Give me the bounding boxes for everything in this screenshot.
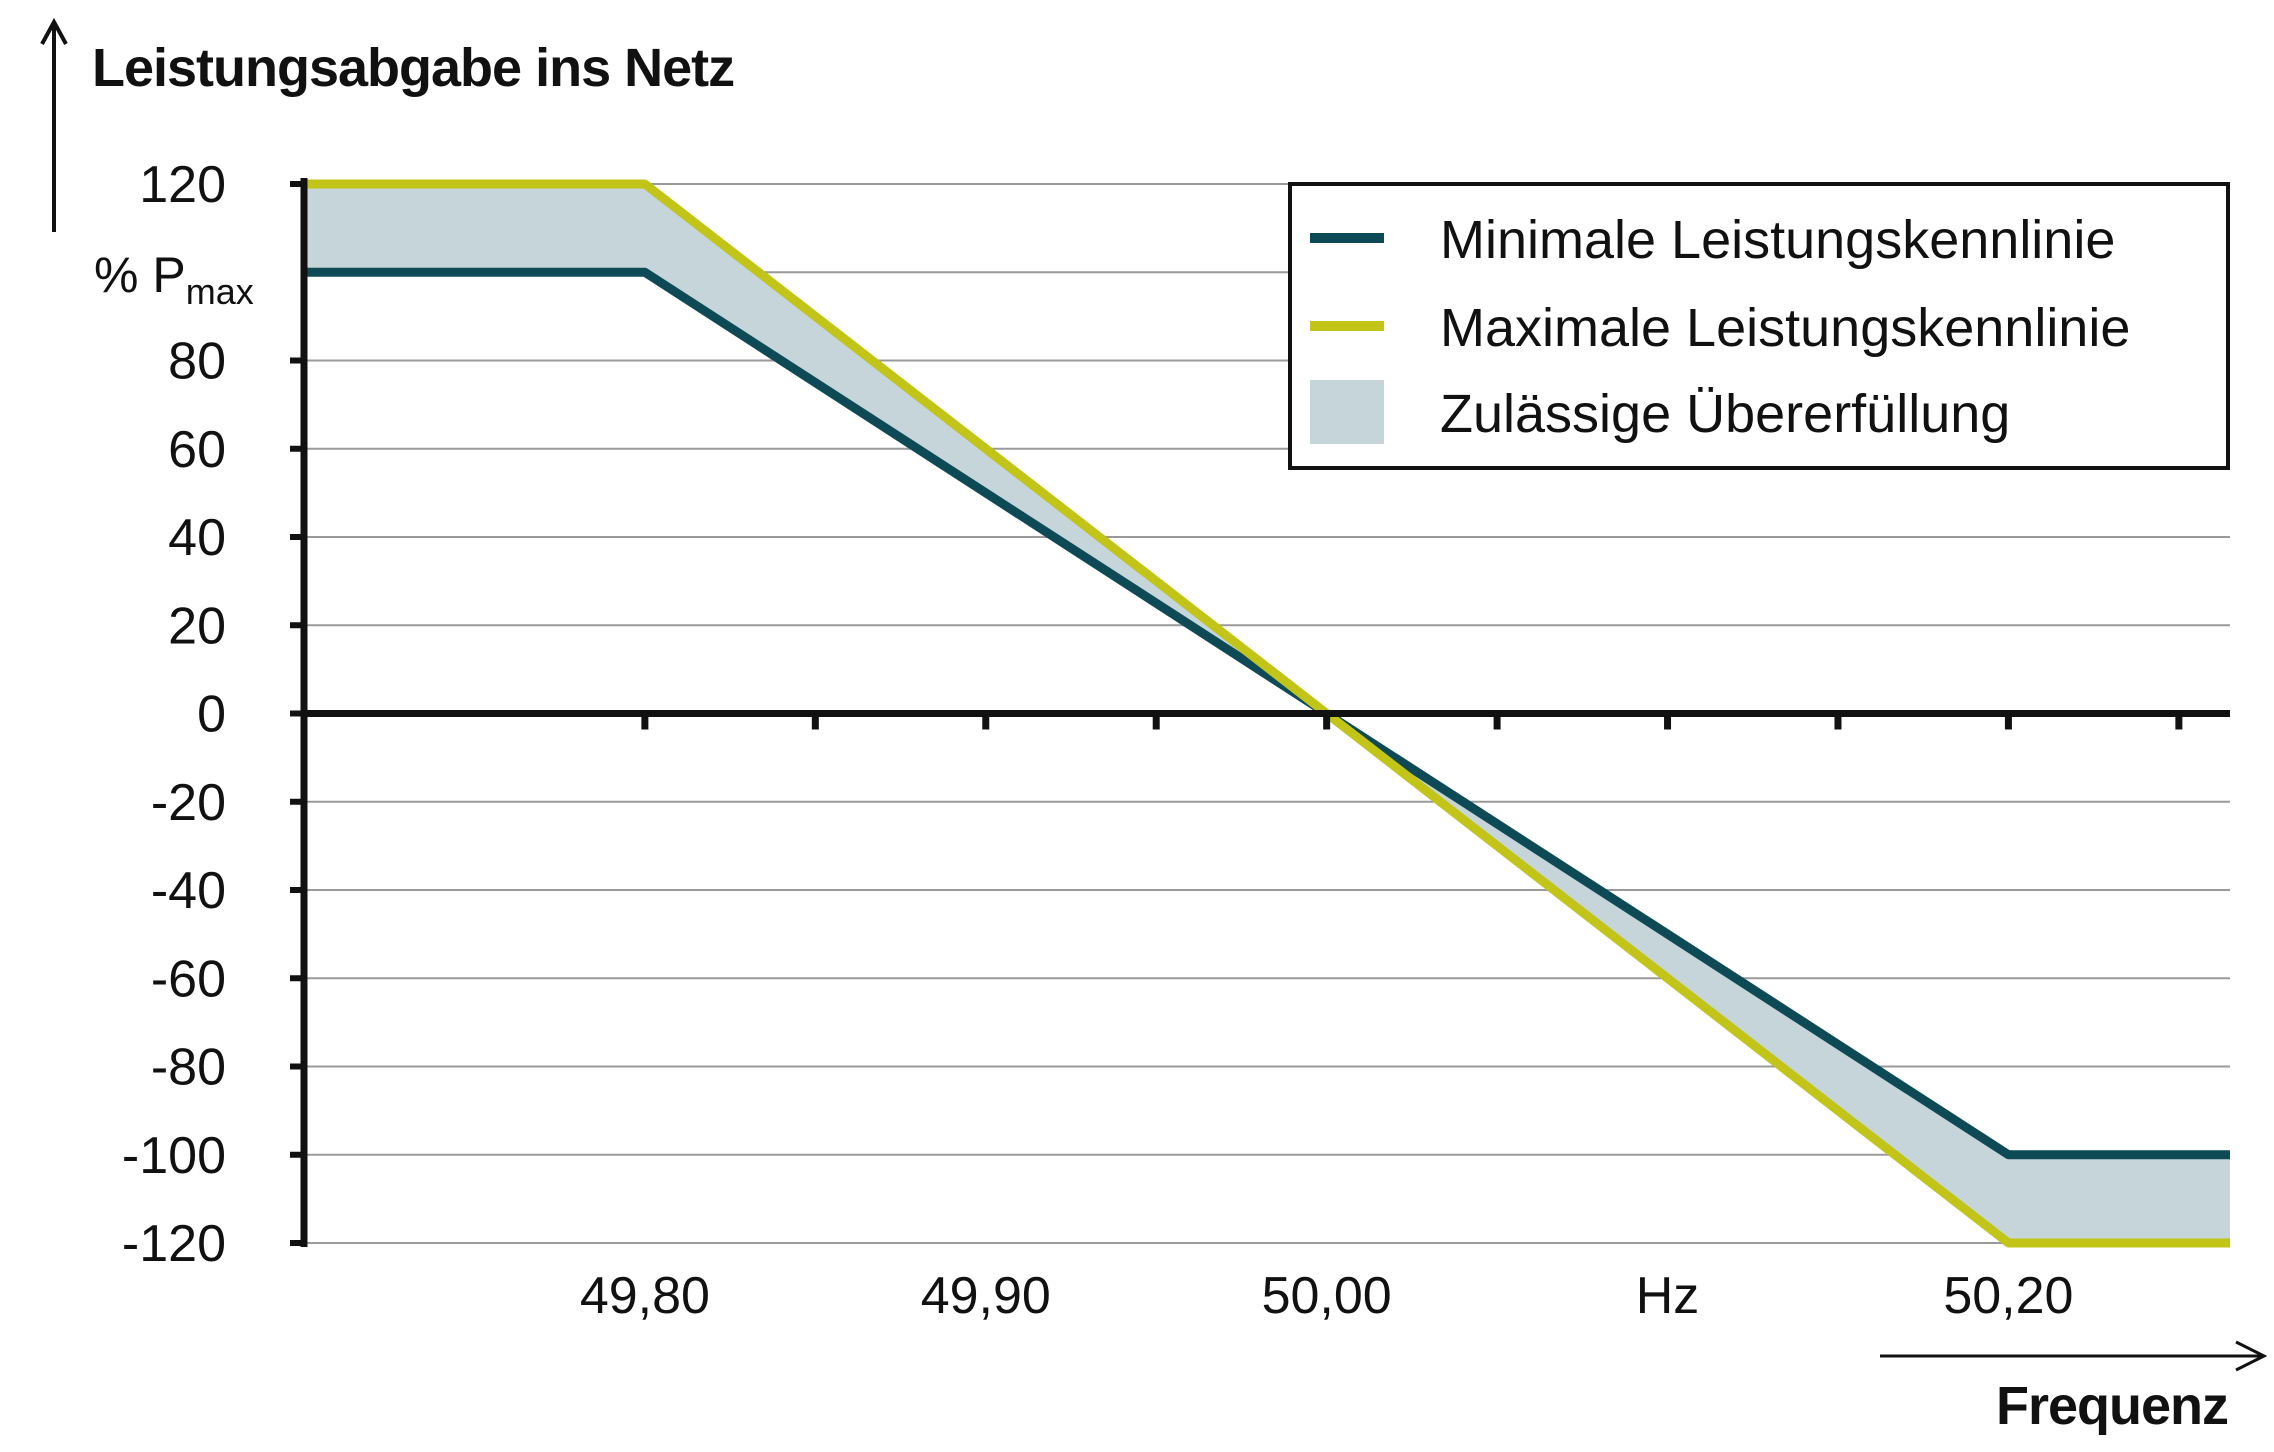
x-tick-label: 49,90	[921, 1267, 1051, 1325]
x-tick-label: 50,20	[1943, 1267, 2073, 1325]
y-axis-arrow-head	[40, 17, 68, 45]
x-axis-arrow-head	[2235, 1340, 2268, 1372]
y-tick-label: -120	[122, 1215, 226, 1273]
legend-label-max: Maximale Leistungskennlinie	[1440, 298, 2130, 358]
y-axis-unit: % Pmax	[94, 247, 254, 312]
y-tick-label: -80	[151, 1039, 226, 1097]
legend-swatch-band	[1310, 380, 1384, 444]
y-tick-label: 80	[168, 333, 226, 391]
axes	[290, 178, 2230, 1247]
legend-label-min: Minimale Leistungskennlinie	[1440, 210, 2115, 270]
y-axis-unit-main: % P	[94, 247, 186, 303]
x-tick-label: 50,00	[1262, 1267, 1392, 1325]
y-tick-label: -20	[151, 774, 226, 832]
tick-labels: 120 80 60 40 20 0 -20 -40 -60 -80 -100 -120 49,80 49,…	[122, 156, 2074, 1325]
legend-label-band: Zulässige Übererfüllung	[1440, 384, 2010, 444]
y-tick-label: 60	[168, 421, 226, 479]
y-tick-label: -40	[151, 862, 226, 920]
y-tick-label: 20	[168, 597, 226, 655]
x-tick-label: 49,80	[580, 1267, 710, 1325]
y-axis-title: Leistungsabgabe ins Netz	[92, 38, 734, 98]
y-tick-label: 0	[197, 686, 226, 744]
y-tick-label: -100	[122, 1127, 226, 1185]
y-tick-label: 120	[139, 156, 226, 214]
x-axis-title: Frequenz	[1996, 1376, 2228, 1436]
y-tick-label: -60	[151, 950, 226, 1008]
legend-box	[1288, 182, 2230, 470]
x-tick-label: Hz	[1636, 1267, 1700, 1325]
y-tick-label: 40	[168, 509, 226, 567]
legend: Minimale Leistungskennlinie Maximale Lei…	[1288, 182, 2230, 470]
y-axis-unit-sub: max	[186, 271, 254, 312]
